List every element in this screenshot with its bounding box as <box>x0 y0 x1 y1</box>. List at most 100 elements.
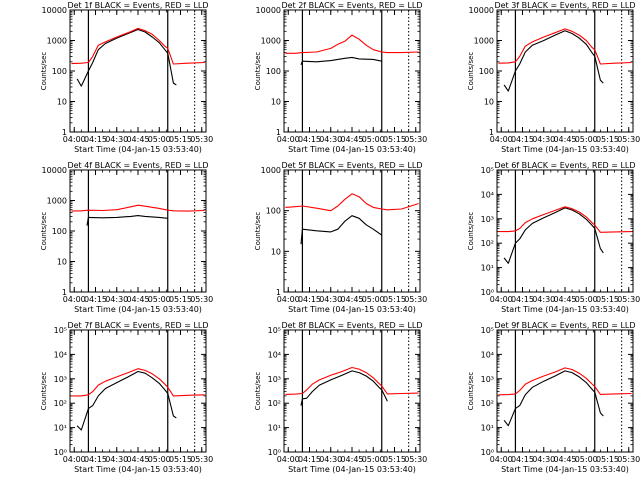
series-line-lld <box>285 34 419 54</box>
x-tick-label: 04:15 <box>298 455 321 464</box>
y-tick-label: 1 <box>276 288 281 297</box>
x-tick-label: 05:15 <box>169 455 192 464</box>
y-tick-label: 1000 <box>261 166 281 175</box>
x-tick-label: 04:30 <box>319 295 342 304</box>
chart-panel-1: Det 1f BLACK = Events, RED = LLD 1 10 100 10… <box>40 1 213 154</box>
y-tick-label: 10⁵ <box>481 166 494 175</box>
x-tick-label: 04:15 <box>511 455 534 464</box>
y-tick-label: 10³ <box>481 215 494 224</box>
x-axis-label: Start Time (04-Jan-15 03:53:40) <box>288 145 416 154</box>
x-tick-label: 04:45 <box>553 135 576 144</box>
x-tick-label: 04:45 <box>553 295 576 304</box>
x-axis-label: Start Time (04-Jan-15 03:53:40) <box>288 305 416 314</box>
chart-title: Det 9f BLACK = Events, RED = LLD <box>494 321 635 330</box>
y-tick-label: 10⁴ <box>481 190 494 199</box>
x-tick-label: 04:45 <box>126 455 149 464</box>
series-line-events <box>300 370 388 406</box>
x-tick-label: 05:00 <box>362 455 385 464</box>
x-tick-label: 04:15 <box>84 455 107 464</box>
x-tick-label: 05:30 <box>404 135 427 144</box>
y-tick-label: 1000 <box>474 37 494 46</box>
x-tick-label: 04:00 <box>63 135 86 144</box>
series-line-lld <box>71 27 205 65</box>
y-tick-label: 10 <box>57 258 67 267</box>
y-tick-label: 10¹ <box>268 424 281 433</box>
y-tick-label: 10² <box>481 399 494 408</box>
y-tick-label: 10 <box>57 98 67 107</box>
x-tick-label: 04:15 <box>298 135 321 144</box>
x-tick-label: 05:00 <box>148 135 171 144</box>
plot-frame <box>283 329 421 453</box>
series-line-lld <box>71 368 205 397</box>
chart-panel-6: Det 6f BLACK = Events, RED = LLD 10⁰ 10¹ 10… <box>467 161 640 314</box>
series-line-lld <box>285 193 419 212</box>
x-axis-label: Start Time (04-Jan-15 03:53:40) <box>288 465 416 474</box>
x-tick-label: 05:30 <box>617 295 640 304</box>
series-line-events <box>300 56 382 65</box>
y-tick-label: 1 <box>62 128 67 137</box>
x-axis-label: Start Time (04-Jan-15 03:53:40) <box>74 145 202 154</box>
y-tick-label: 10 <box>484 98 494 107</box>
x-tick-label: 04:15 <box>511 135 534 144</box>
x-tick-label: 05:00 <box>362 295 385 304</box>
plot-frame <box>283 169 421 293</box>
x-tick-label: 05:00 <box>575 455 598 464</box>
chart-title: Det 3f BLACK = Events, RED = LLD <box>494 1 635 10</box>
chart-title: Det 7f BLACK = Events, RED = LLD <box>67 321 208 330</box>
y-axis-label: Counts/sec <box>254 52 262 91</box>
x-tick-label: 05:00 <box>575 295 598 304</box>
y-axis-label: Counts/sec <box>40 52 48 91</box>
x-tick-label: 04:45 <box>126 295 149 304</box>
x-tick-label: 05:15 <box>383 135 406 144</box>
y-tick-label: 10⁵ <box>54 326 67 335</box>
x-tick-label: 05:30 <box>190 135 213 144</box>
x-tick-label: 04:00 <box>490 455 513 464</box>
x-tick-label: 04:00 <box>277 455 300 464</box>
chart-title: Det 6f BLACK = Events, RED = LLD <box>494 161 635 170</box>
x-tick-label: 04:15 <box>84 135 107 144</box>
x-tick-label: 04:00 <box>63 455 86 464</box>
y-tick-label: 10⁰ <box>54 448 67 457</box>
x-tick-label: 04:15 <box>511 295 534 304</box>
chart-title: Det 8f BLACK = Events, RED = LLD <box>281 321 422 330</box>
y-axis-label: Counts/sec <box>467 52 475 91</box>
x-tick-label: 05:30 <box>190 295 213 304</box>
plot-frame <box>69 169 207 293</box>
y-tick-label: 10000 <box>42 166 67 175</box>
y-tick-label: 10 <box>271 98 281 107</box>
y-tick-label: 10² <box>268 399 281 408</box>
x-tick-label: 05:30 <box>404 455 427 464</box>
y-tick-label: 10³ <box>481 375 494 384</box>
y-tick-label: 10¹ <box>481 424 494 433</box>
x-tick-label: 04:00 <box>277 295 300 304</box>
x-tick-label: 04:30 <box>319 135 342 144</box>
y-tick-label: 10³ <box>54 375 67 384</box>
x-tick-label: 05:00 <box>148 455 171 464</box>
x-tick-label: 04:30 <box>105 295 128 304</box>
y-tick-label: 10² <box>54 399 67 408</box>
x-tick-label: 04:30 <box>532 135 555 144</box>
chart-panel-4: Det 4f BLACK = Events, RED = LLD 1 10 100 10… <box>40 161 213 314</box>
x-tick-label: 04:30 <box>532 455 555 464</box>
x-tick-label: 04:00 <box>277 135 300 144</box>
y-tick-label: 1000 <box>47 37 67 46</box>
series-line-lld <box>498 206 632 233</box>
y-tick-label: 10⁰ <box>481 288 494 297</box>
x-tick-label: 04:30 <box>105 135 128 144</box>
series-line-events <box>86 215 168 226</box>
y-tick-label: 10000 <box>469 6 494 15</box>
y-tick-label: 10¹ <box>481 264 494 273</box>
x-tick-label: 05:30 <box>404 295 427 304</box>
x-axis-label: Start Time (04-Jan-15 03:53:40) <box>501 465 629 474</box>
x-axis-label: Start Time (04-Jan-15 03:53:40) <box>74 305 202 314</box>
x-tick-label: 05:15 <box>596 295 619 304</box>
y-tick-label: 10 <box>271 247 281 256</box>
y-tick-label: 10⁵ <box>268 326 281 335</box>
x-tick-label: 04:30 <box>105 455 128 464</box>
y-tick-label: 10000 <box>256 6 281 15</box>
y-axis-label: Counts/sec <box>254 372 262 411</box>
y-tick-label: 10⁴ <box>54 350 67 359</box>
y-tick-label: 10¹ <box>54 424 67 433</box>
series-line-lld <box>71 204 205 212</box>
